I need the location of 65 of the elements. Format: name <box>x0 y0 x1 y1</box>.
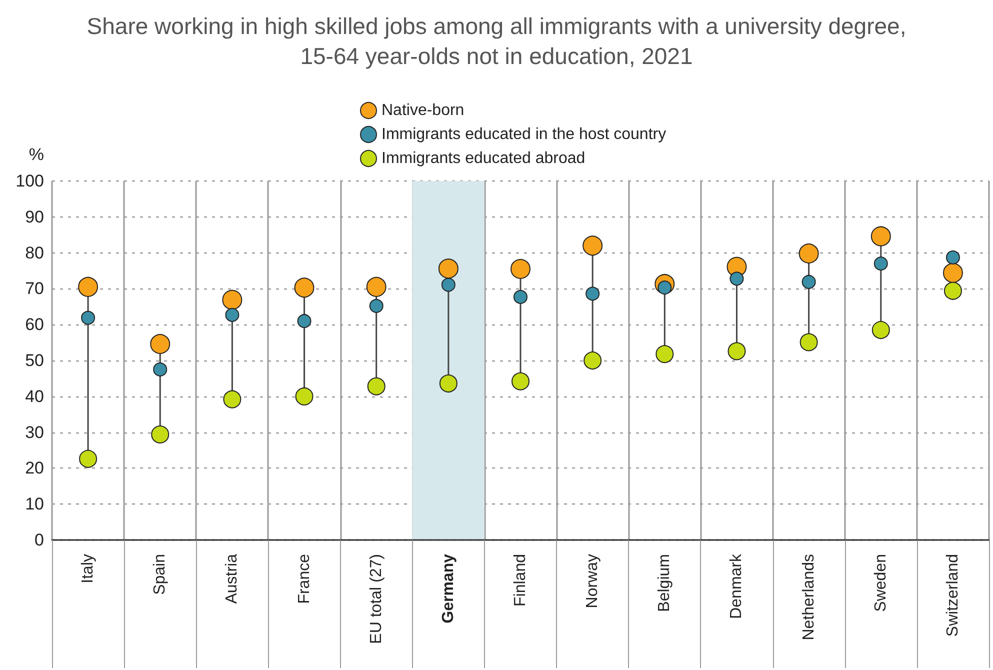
x-tick-label: Norway <box>584 554 602 608</box>
x-tick-label: Denmark <box>728 553 746 619</box>
point <box>874 256 888 271</box>
point <box>79 450 98 468</box>
point <box>514 290 528 304</box>
y-tick-label: 40 <box>25 386 44 406</box>
point <box>942 262 963 283</box>
point <box>223 390 242 408</box>
point <box>584 352 602 370</box>
y-tick-label: 30 <box>25 422 44 442</box>
point <box>730 272 744 286</box>
x-tick-label: Italy <box>80 554 97 584</box>
point <box>153 362 168 376</box>
legend-label: Native-born <box>382 102 464 119</box>
y-tick-label: 50 <box>25 351 44 370</box>
chart-title: Share working in high skilled jobs among all immigrants with a university degree, 15-64 year-olds not in education, 2021 <box>86 13 906 69</box>
x-tick-label: Netherlands <box>800 554 818 640</box>
y-tick-label: 90 <box>25 207 44 226</box>
point <box>81 310 96 325</box>
point <box>802 274 816 289</box>
point <box>944 282 962 300</box>
x-tick-label: Austria <box>224 554 241 604</box>
point <box>78 276 98 297</box>
x-tick-label: EU total (27) <box>368 554 385 644</box>
point <box>222 290 242 310</box>
legend-label: Immigrants educated in the host country <box>382 126 666 143</box>
y-tick-label: 80 <box>25 243 44 262</box>
point <box>225 308 240 322</box>
x-tick-label: Switzerland <box>944 554 962 637</box>
y-tick-label: 10 <box>25 494 44 514</box>
point <box>438 258 458 279</box>
point <box>297 314 312 328</box>
y-tick-label: 100 <box>16 172 44 190</box>
point <box>582 236 603 256</box>
legend-label: Immigrants educated abroad <box>382 150 586 167</box>
y-tick-label: 60 <box>25 315 44 334</box>
x-tick-label: Spain <box>152 554 169 595</box>
x-tick-label: Germany <box>440 554 457 624</box>
x-tick-label: Sweden <box>872 554 890 612</box>
point <box>150 334 170 354</box>
point <box>367 377 386 396</box>
x-tick-label: Finland <box>512 554 529 606</box>
x-tick-label: France <box>296 554 313 604</box>
point <box>800 333 818 352</box>
point <box>439 374 458 392</box>
y-axis-title: % <box>28 145 44 164</box>
point <box>946 250 960 264</box>
y-tick-label: 70 <box>25 279 44 298</box>
point <box>656 345 674 364</box>
point <box>369 298 384 313</box>
y-tick-label: 20 <box>25 458 44 478</box>
point <box>441 278 456 292</box>
x-tick-label: Belgium <box>656 554 674 612</box>
point <box>366 276 386 297</box>
point <box>512 372 530 390</box>
point <box>510 258 530 279</box>
point <box>295 387 314 406</box>
point <box>586 286 600 301</box>
point <box>870 226 891 246</box>
y-tick-label: 0 <box>34 530 44 550</box>
point <box>151 425 170 444</box>
point <box>872 320 890 339</box>
point <box>798 244 819 264</box>
point <box>728 342 746 360</box>
point <box>294 278 314 298</box>
